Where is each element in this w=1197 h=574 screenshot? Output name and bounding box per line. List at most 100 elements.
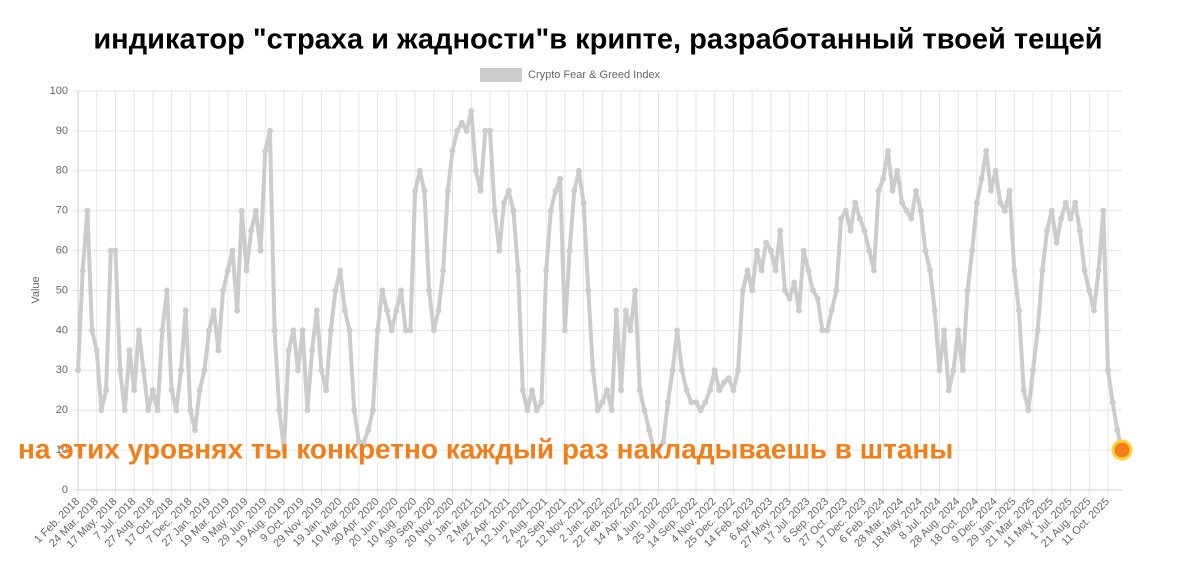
data-point [519, 387, 526, 394]
data-point [313, 307, 320, 314]
data-point [908, 215, 915, 222]
data-point [767, 247, 774, 254]
data-point [262, 147, 269, 154]
data-point [669, 367, 676, 374]
data-point [458, 119, 465, 126]
data-point [599, 399, 606, 406]
data-point [692, 399, 699, 406]
data-point [416, 167, 423, 174]
data-point [379, 287, 386, 294]
data-point [187, 407, 194, 414]
data-point [177, 367, 184, 374]
data-point [898, 199, 905, 206]
chart-title: индикатор "страха и жадности"в крипте, р… [93, 24, 1102, 56]
data-point [833, 287, 840, 294]
data-point [224, 267, 231, 274]
data-point [557, 175, 564, 182]
data-point [1034, 327, 1041, 334]
data-point [538, 399, 545, 406]
data-point [814, 295, 821, 302]
data-point [524, 407, 531, 414]
legend-label: Crypto Fear & Greed Index [528, 69, 661, 81]
data-point [744, 267, 751, 274]
data-point [950, 367, 957, 374]
data-point [777, 227, 784, 234]
data-point [168, 387, 175, 394]
legend-swatch [480, 68, 522, 82]
y-tick-label: 100 [50, 85, 68, 97]
data-point [1006, 187, 1013, 194]
data-point [959, 367, 966, 374]
data-point [856, 215, 863, 222]
data-point [861, 227, 868, 234]
data-point [412, 187, 419, 194]
data-point [182, 307, 189, 314]
data-point [927, 267, 934, 274]
data-point [585, 287, 592, 294]
data-point [332, 287, 339, 294]
data-point [159, 327, 166, 334]
data-point [772, 267, 779, 274]
data-point [1039, 267, 1046, 274]
data-point [552, 187, 559, 194]
data-point [238, 207, 245, 214]
data-point [800, 247, 807, 254]
data-point [580, 199, 587, 206]
data-point [543, 267, 550, 274]
data-point [608, 407, 615, 414]
data-point [880, 175, 887, 182]
data-point [318, 367, 325, 374]
data-point [468, 107, 475, 114]
highlight-point [1111, 439, 1133, 461]
data-point [561, 327, 568, 334]
data-point [430, 327, 437, 334]
data-point [683, 387, 690, 394]
data-point [1048, 207, 1055, 214]
data-point [674, 327, 681, 334]
data-point [650, 447, 657, 454]
data-point [1072, 199, 1079, 206]
data-point [987, 187, 994, 194]
data-point [1030, 367, 1037, 374]
data-point [1062, 199, 1069, 206]
data-point [398, 287, 405, 294]
data-point [393, 307, 400, 314]
data-point [107, 247, 114, 254]
y-tick-label: 20 [56, 404, 68, 416]
data-point [758, 267, 765, 274]
data-point [1109, 399, 1116, 406]
data-point [660, 439, 667, 446]
data-point [515, 267, 522, 274]
data-point [627, 327, 634, 334]
data-point [210, 307, 217, 314]
data-point [1058, 215, 1065, 222]
data-point [1076, 227, 1083, 234]
data-point [149, 387, 156, 394]
data-point [739, 287, 746, 294]
data-point [1081, 267, 1088, 274]
data-point [678, 367, 685, 374]
data-point [290, 327, 297, 334]
data-point [126, 347, 133, 354]
y-tick-label: 10 [56, 444, 68, 456]
data-point [711, 367, 718, 374]
data-point [295, 367, 302, 374]
data-point [266, 127, 273, 134]
data-point [407, 327, 414, 334]
data-point [351, 407, 358, 414]
data-point [121, 407, 128, 414]
y-tick-label: 40 [56, 324, 68, 336]
data-point [1067, 215, 1074, 222]
data-point [749, 287, 756, 294]
data-point [838, 215, 845, 222]
data-point [1016, 307, 1023, 314]
data-point [604, 387, 611, 394]
data-point [341, 307, 348, 314]
data-point [196, 387, 203, 394]
data-point [75, 367, 81, 374]
annotation: на этих уровнях ты конкретно каждый раз … [18, 433, 953, 464]
data-point [655, 447, 662, 454]
data-point [173, 407, 180, 414]
data-point [220, 287, 227, 294]
y-axis-label: Value [30, 276, 42, 303]
